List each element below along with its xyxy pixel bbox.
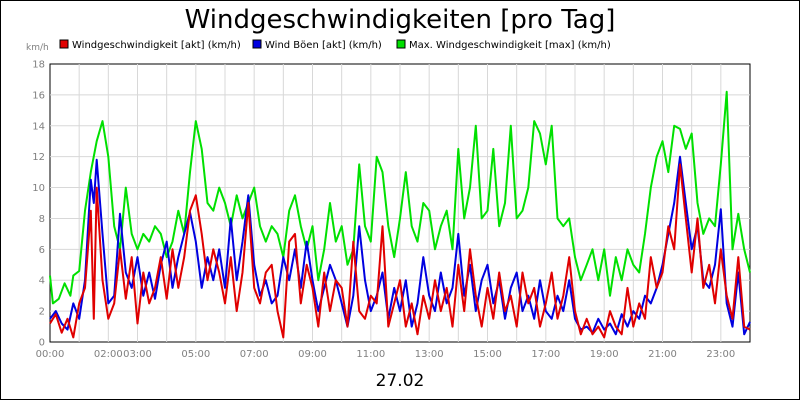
y-tick-label: 0 bbox=[39, 338, 45, 349]
x-tick-label: 07:00 bbox=[240, 349, 269, 360]
legend: Windgeschwindigkeit [akt] (km/h) Wind Böe… bbox=[59, 39, 611, 51]
y-axis: 0 2 4 6 8 10 12 14 16 18 bbox=[32, 60, 45, 349]
x-tick-label: 03:00 bbox=[123, 349, 152, 360]
x-tick-label: 02:00 bbox=[94, 349, 123, 360]
x-tick-label: 05:00 bbox=[181, 349, 210, 360]
y-tick-label: 8 bbox=[39, 214, 45, 225]
y-unit-label: km/h bbox=[26, 43, 49, 53]
series-group bbox=[49, 90, 751, 339]
legend-label-0: Windgeschwindigkeit [akt] (km/h) bbox=[72, 40, 241, 51]
x-axis: 00:00 02:00 03:00 05:00 07:00 09:00 11:00 13:00… bbox=[36, 349, 736, 360]
x-tick-label: 21:00 bbox=[648, 349, 677, 360]
x-tick-label: 15:00 bbox=[473, 349, 502, 360]
date-label: 27.02 bbox=[376, 371, 425, 391]
x-tick-label: 11:00 bbox=[356, 349, 385, 360]
legend-swatch-0 bbox=[59, 39, 69, 49]
y-tick-label: 10 bbox=[32, 183, 45, 194]
y-tick-label: 14 bbox=[32, 121, 45, 132]
y-tick-label: 6 bbox=[39, 245, 45, 256]
x-tick-label: 13:00 bbox=[415, 349, 444, 360]
y-tick-label: 12 bbox=[32, 152, 45, 163]
y-tick-label: 18 bbox=[32, 60, 45, 71]
series-line-0 bbox=[49, 163, 751, 339]
x-tick-label: 23:00 bbox=[706, 349, 735, 360]
legend-label-2: Max. Windgeschwindigkeit [max] (km/h) bbox=[409, 40, 611, 51]
legend-label-1: Wind Böen [akt] (km/h) bbox=[265, 40, 382, 51]
x-tick-label: 00:00 bbox=[36, 349, 65, 360]
y-tick-label: 4 bbox=[39, 276, 45, 287]
y-tick-label: 16 bbox=[32, 90, 45, 101]
chart-title: Windgeschwindigkeiten [pro Tag] bbox=[185, 5, 616, 35]
series-line-2 bbox=[49, 90, 751, 305]
y-tick-label: 2 bbox=[39, 307, 45, 318]
x-tick-label: 19:00 bbox=[590, 349, 619, 360]
legend-swatch-1 bbox=[252, 39, 262, 49]
x-tick-label: 17:00 bbox=[531, 349, 560, 360]
legend-swatch-2 bbox=[396, 39, 406, 49]
x-tick-label: 09:00 bbox=[298, 349, 327, 360]
